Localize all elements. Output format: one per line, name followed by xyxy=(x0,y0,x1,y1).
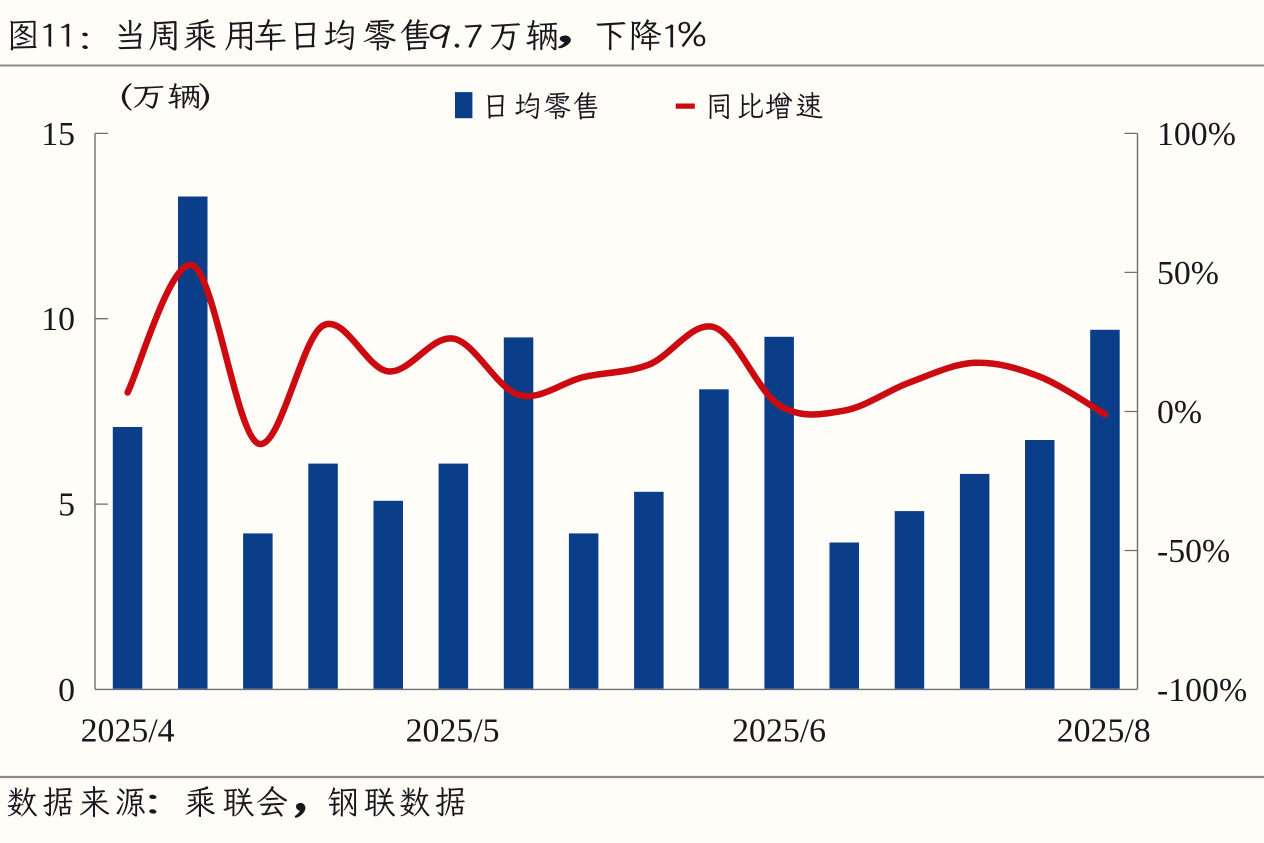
svg-text:2025/8: 2025/8 xyxy=(1057,712,1151,749)
svg-text:-50%: -50% xyxy=(1157,533,1230,570)
svg-text:-100%: -100% xyxy=(1157,672,1247,709)
svg-text:5: 5 xyxy=(58,487,75,524)
svg-text:2025/4: 2025/4 xyxy=(81,712,175,749)
svg-text:2025/5: 2025/5 xyxy=(406,712,500,749)
svg-text:15: 15 xyxy=(41,116,75,153)
svg-text:2025/6: 2025/6 xyxy=(732,712,826,749)
svg-text:100%: 100% xyxy=(1157,116,1236,153)
svg-text:50%: 50% xyxy=(1157,255,1219,292)
svg-text:10: 10 xyxy=(41,301,75,338)
svg-text:0: 0 xyxy=(58,672,75,709)
svg-text:0%: 0% xyxy=(1157,394,1202,431)
